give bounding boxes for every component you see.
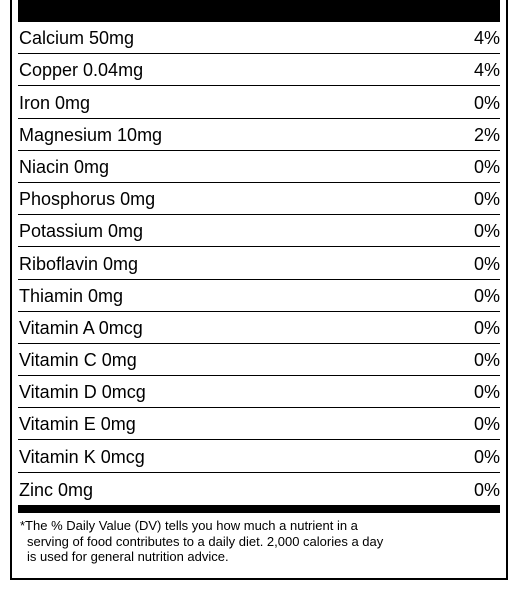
nutrient-daily-value: 0% <box>473 253 500 274</box>
nutrient-name: Vitamin A 0mcg <box>19 317 143 338</box>
nutrient-row: Phosphorus 0mg 0% <box>18 183 500 216</box>
nutrient-row: Vitamin A 0mcg 0% <box>18 312 500 344</box>
nutrient-row: Magnesium 10mg 2% <box>18 119 500 151</box>
bottom-divider-bar <box>18 505 500 513</box>
nutrient-daily-value: 0% <box>473 382 500 403</box>
nutrient-name: Vitamin K 0mcg <box>19 446 145 467</box>
nutrient-row: Vitamin K 0mcg 0% <box>18 440 500 473</box>
nutrient-name: Magnesium 10mg <box>19 124 163 145</box>
nutrient-name: Zinc 0mg <box>19 479 94 500</box>
nutrient-name: Niacin 0mg <box>19 156 110 177</box>
nutrient-daily-value: 0% <box>473 414 500 435</box>
nutrient-row: Zinc 0mg 0% <box>18 473 500 505</box>
footnote-line: is used for general nutrition advice. <box>27 549 229 564</box>
nutrition-facts-panel: Calcium 50mg 4% Copper 0.04mg 4% Iron 0m… <box>10 0 508 580</box>
nutrient-row: Iron 0mg 0% <box>18 86 500 119</box>
nutrient-row: Vitamin D 0mcg 0% <box>18 376 500 409</box>
nutrient-daily-value: 4% <box>473 28 500 49</box>
nutrient-row: Calcium 50mg 4% <box>18 22 500 55</box>
nutrient-row: Riboflavin 0mg 0% <box>18 247 500 280</box>
nutrient-name: Phosphorus 0mg <box>19 189 156 210</box>
nutrient-name: Potassium 0mg <box>19 221 144 242</box>
nutrient-daily-value: 0% <box>473 479 500 500</box>
nutrient-name: Calcium 50mg <box>19 28 135 49</box>
nutrient-row: Vitamin C 0mg 0% <box>18 344 500 377</box>
nutrient-list: Calcium 50mg 4% Copper 0.04mg 4% Iron 0m… <box>18 22 500 505</box>
nutrient-daily-value: 0% <box>473 317 500 338</box>
nutrient-row: Vitamin E 0mg 0% <box>18 408 500 441</box>
nutrient-daily-value: 0% <box>473 446 500 467</box>
nutrient-name: Thiamin 0mg <box>19 285 124 306</box>
nutrient-name: Riboflavin 0mg <box>19 253 139 274</box>
nutrient-daily-value: 2% <box>473 124 500 145</box>
nutrient-daily-value: 0% <box>473 285 500 306</box>
daily-value-footnote: *The % Daily Value (DV) tells you how mu… <box>20 518 496 565</box>
nutrient-row: Copper 0.04mg 4% <box>18 54 500 87</box>
nutrient-name: Iron 0mg <box>19 92 91 113</box>
nutrient-daily-value: 0% <box>473 92 500 113</box>
nutrient-daily-value: 0% <box>473 350 500 371</box>
nutrient-daily-value: 4% <box>473 60 500 81</box>
top-divider-bar <box>18 0 500 22</box>
nutrient-name: Vitamin C 0mg <box>19 350 137 371</box>
footnote-line: *The % Daily Value (DV) tells you how mu… <box>20 518 358 533</box>
nutrient-row: Thiamin 0mg 0% <box>18 280 500 312</box>
nutrient-row: Potassium 0mg 0% <box>18 215 500 248</box>
nutrient-name: Copper 0.04mg <box>19 60 144 81</box>
nutrient-row: Niacin 0mg 0% <box>18 151 500 183</box>
nutrient-daily-value: 0% <box>473 221 500 242</box>
nutrient-name: Vitamin E 0mg <box>19 414 136 435</box>
nutrient-name: Vitamin D 0mcg <box>19 382 146 403</box>
nutrient-daily-value: 0% <box>473 156 500 177</box>
footnote-line: serving of food contributes to a daily d… <box>27 533 384 549</box>
nutrient-daily-value: 0% <box>473 189 500 210</box>
